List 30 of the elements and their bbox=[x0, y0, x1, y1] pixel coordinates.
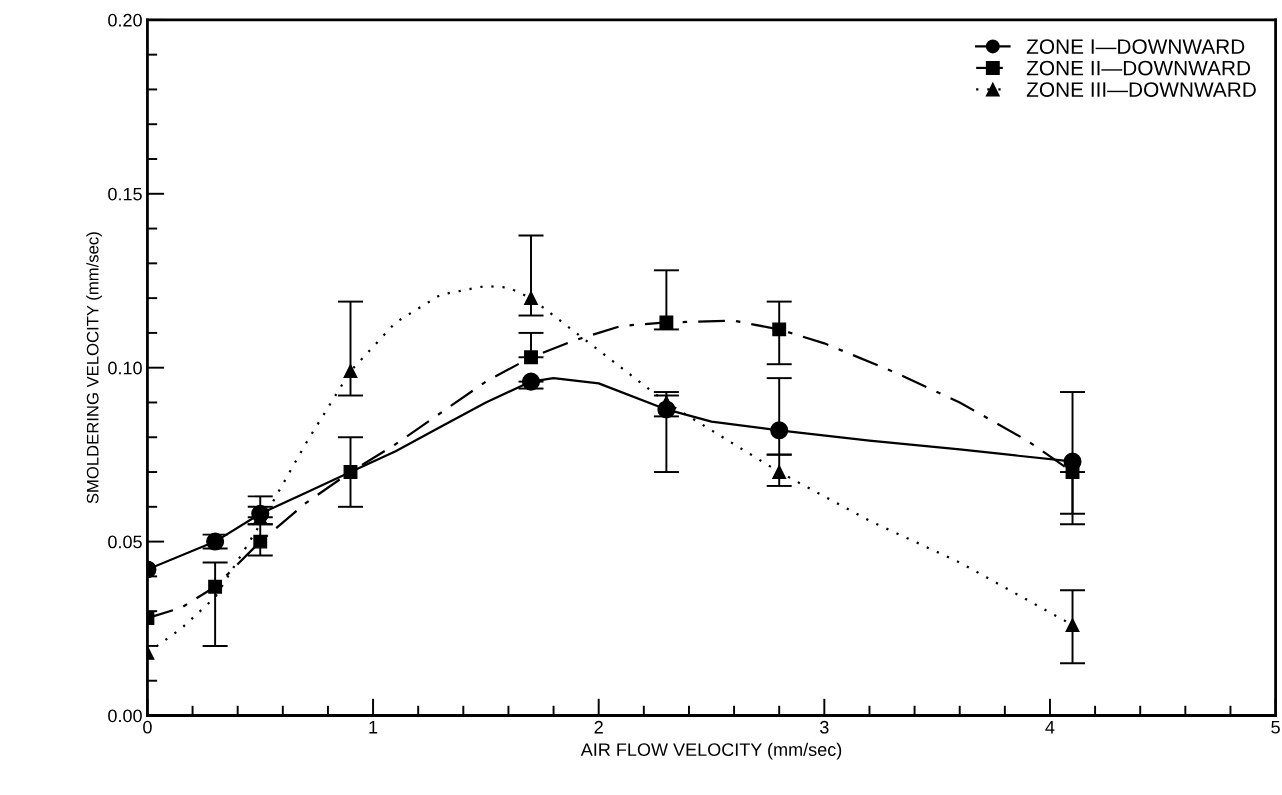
x-tick-label: 2 bbox=[594, 720, 603, 734]
legend-label: ZONE I—DOWNWARD bbox=[1026, 39, 1245, 54]
x-tick-label: 5 bbox=[1271, 721, 1280, 734]
x-tick-label: 0 bbox=[143, 720, 152, 734]
point bbox=[524, 350, 538, 365]
point bbox=[772, 322, 787, 337]
point bbox=[206, 532, 225, 551]
y-tick-label: 0.10 bbox=[108, 361, 142, 375]
point bbox=[253, 534, 268, 549]
point bbox=[1065, 618, 1080, 633]
point bbox=[208, 579, 223, 594]
point bbox=[770, 421, 789, 440]
point bbox=[343, 465, 358, 479]
x-tick-label: 3 bbox=[819, 720, 829, 734]
x-axis-title: AIR FLOW VELOCITY (mm/sec) bbox=[580, 742, 842, 760]
y-tick-label: 0.20 bbox=[108, 13, 142, 27]
point bbox=[343, 364, 358, 379]
y-tick-label: 0.05 bbox=[108, 535, 142, 549]
y-tick-label: 0.00 bbox=[108, 709, 142, 723]
legend-label: ZONE II—DOWNWARD bbox=[1026, 60, 1251, 76]
point bbox=[524, 291, 538, 306]
y-tick-label: 0.15 bbox=[108, 187, 142, 201]
point bbox=[772, 465, 787, 479]
legend-label: ZONE III—DOWNWARD bbox=[1026, 82, 1256, 97]
point bbox=[1065, 465, 1080, 479]
point bbox=[521, 372, 541, 391]
y-axis-title: SMOLDERING VELOCITY (mm/sec) bbox=[86, 232, 102, 504]
point bbox=[659, 315, 674, 330]
x-tick-label: 1 bbox=[369, 721, 378, 734]
x-tick-label: 4 bbox=[1045, 721, 1055, 734]
